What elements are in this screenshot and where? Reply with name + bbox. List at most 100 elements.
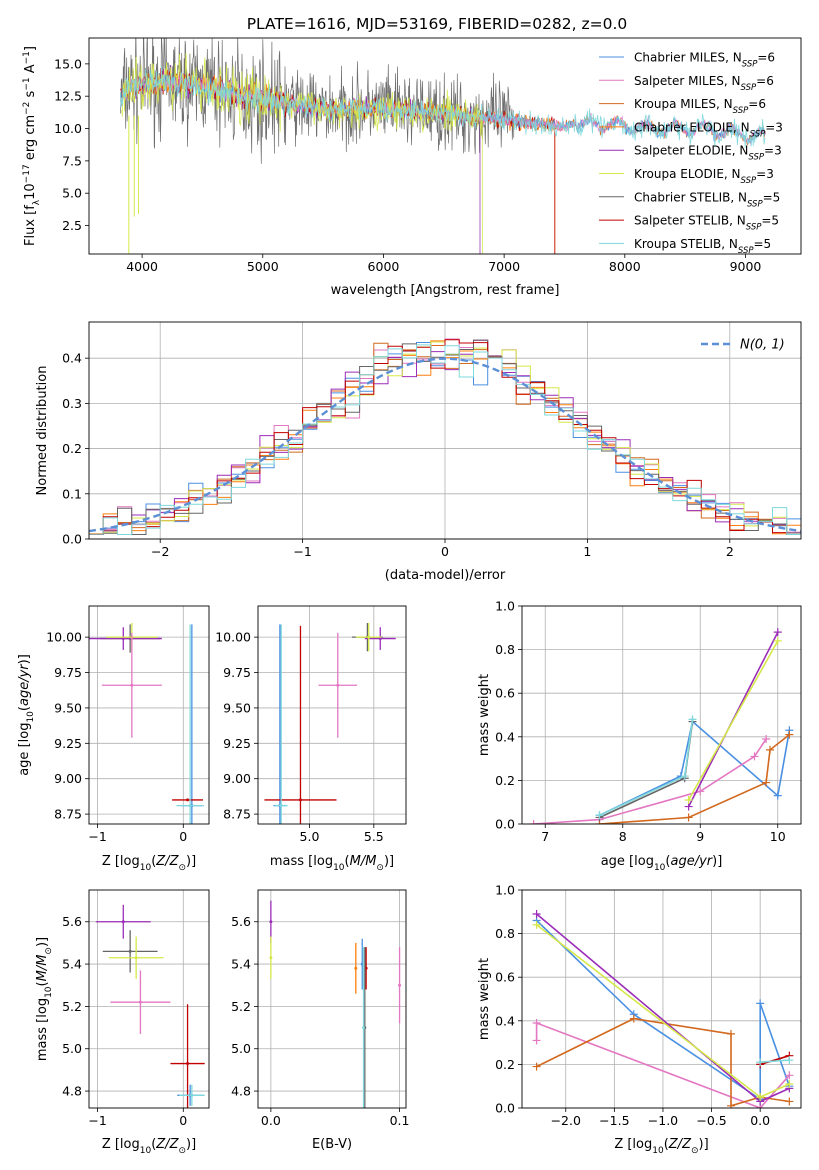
series-line-salpeter_miles [533,738,767,824]
x-axis-label-part: ⊙ [178,1146,186,1156]
marker-kroupa_stelib [595,811,604,820]
legend-entry-salpeter_elodie: Salpeter ELODIE, NSSP=3 [634,144,782,163]
y-tick-label: 5.4 [62,957,82,972]
legend-sub: SSP [742,60,758,70]
marker-salpeter_elodie [532,909,541,918]
legend-sub: SSP [748,153,764,163]
y-axis-label-part: 10 [26,711,36,723]
marker-kroupa_miles [727,1101,736,1108]
y-axis-label: age [log10(age/yr)] [17,654,36,776]
x-tick-label: 8000 [609,259,641,274]
plot-area [89,338,801,535]
y-tick-label: 0.0 [495,817,515,832]
axes-frame [257,605,407,825]
point-salpeter_stelib [186,798,190,802]
y-axis-label-part: )] [17,654,32,664]
legend-text: =3 [765,120,783,134]
plot-area [120,38,766,254]
y-tick-label: 0.0 [62,532,82,547]
x-axis-label: Z [log10(Z/Z⊙)] [614,1137,708,1156]
plot-area [529,628,794,824]
chart-residuals: −2 −1 0 1 2 0.0 0.1 0.2 0.3 0.4 N(0, 1) (data-model… [35,321,802,583]
x-axis-label-part: 10 [654,863,666,873]
x-axis-label-part: ⊙ [178,863,186,873]
legend-text: Salpeter MILES, N [634,74,741,88]
x-tick-label: 6000 [368,259,400,274]
y-axis-label: Flux [fλ10−17 erg cm−2 s−1 A−1] [22,46,42,246]
y-tick-label: 9.75 [54,665,82,680]
legend-text: =6 [757,51,775,65]
y-tick-label: 9.00 [54,771,82,786]
x-tick-label: 5.0 [300,829,320,844]
marker-salpeter_miles [529,820,538,824]
marker-chabrier_miles [773,791,782,800]
y-axis-label-part: mass weight [477,958,492,1040]
legend-entry-kroupa_elodie: Kroupa ELODIE, NSSP=3 [634,167,774,186]
y-tick-label: 12.5 [54,89,82,104]
axes-frame [521,605,802,825]
point-salpeter_miles [138,1000,142,1004]
y-axis-label-part: −2 [22,102,32,115]
marker-kroupa_stelib [680,772,689,781]
y-tick-label: 0.8 [495,642,515,657]
axes-frame [88,37,802,255]
legend-entry-salpeter_miles: Salpeter MILES, NSSP=6 [634,74,774,93]
y-tick-label: 7.5 [62,153,82,168]
x-axis-label-part: 10 [652,1146,664,1156]
point-salpeter_miles [130,683,134,687]
legend-text: Salpeter STELIB, N [634,214,746,228]
y-axis-label-part: ( [35,981,50,986]
x-axis-label-part: Z/Z [155,854,179,869]
x-axis-label-part: 10 [140,1146,152,1156]
x-tick-label: 5000 [247,259,279,274]
y-tick-label: 0.2 [495,1057,515,1072]
x-axis-label-part: )] [186,854,196,869]
axes-frame [88,889,210,1109]
x-axis-label-part: age [log [601,854,654,869]
y-tick-label: 5.4 [231,957,251,972]
x-tick-label: 9000 [730,259,762,274]
figure-title: PLATE=1616, MJD=53169, FIBERID=0282, z=0… [247,15,628,33]
x-tick-label: 0.1 [390,1113,410,1128]
y-tick-label: 1.0 [495,883,515,898]
x-axis-label-part: wavelength [Angstrom, rest frame] [331,283,560,298]
x-tick-label: 8 [619,829,627,844]
y-tick-label: 5.6 [231,914,251,929]
point-salpeter_stelib [186,1062,190,1066]
x-tick-label: 5.5 [364,829,384,844]
point-chabrier_elodie [354,966,358,970]
series-line-kroupa_miles [536,1017,790,1107]
y-tick-label: 5.0 [62,186,82,201]
legend-normal-label: N(0, 1) [740,338,785,353]
y-axis-label-part: λ [32,199,42,205]
y-tick-label: 1.0 [495,599,515,614]
y-axis-label-part: Normed distribution [35,366,50,496]
legend-sub: SSP [750,129,766,139]
marker-salpeter_miles [696,787,705,796]
legend-sub: SSP [746,223,762,233]
marker-kroupa_miles [762,778,771,787]
legend-entry-kroupa_stelib: Kroupa STELIB, NSSP=5 [634,237,771,256]
x-axis-label-part: Z/Z [155,1137,179,1152]
series-line-salpeter_stelib [759,1054,790,1066]
y-tick-label: 0.6 [495,970,515,985]
x-axis-label-part: ⊙ [691,1146,699,1156]
legend-text: =5 [754,237,772,251]
y-tick-label: 9.25 [54,736,82,751]
marker-salpeter_miles [762,734,771,743]
y-axis-label-part: ⊙ [44,947,54,955]
x-axis-label: E(B-V) [312,1137,352,1152]
legend-entry-chabrier_miles: Chabrier MILES, NSSP=6 [634,51,775,70]
spectrum-line-chabrier_elodie [120,70,556,254]
marker-kroupa_miles [766,745,774,754]
point-salpeter_miles [336,683,340,687]
legend-text: =6 [748,97,766,111]
plot-area [269,900,402,1108]
y-axis-label-part: age/yr [17,663,32,706]
series-line-kroupa_elodie [687,640,779,801]
point-salpeter_elodie [121,920,125,924]
x-axis-label-part: age/yr [670,854,713,869]
y-axis-label-part: s [23,90,38,101]
y-tick-label: 9.50 [54,700,82,715]
